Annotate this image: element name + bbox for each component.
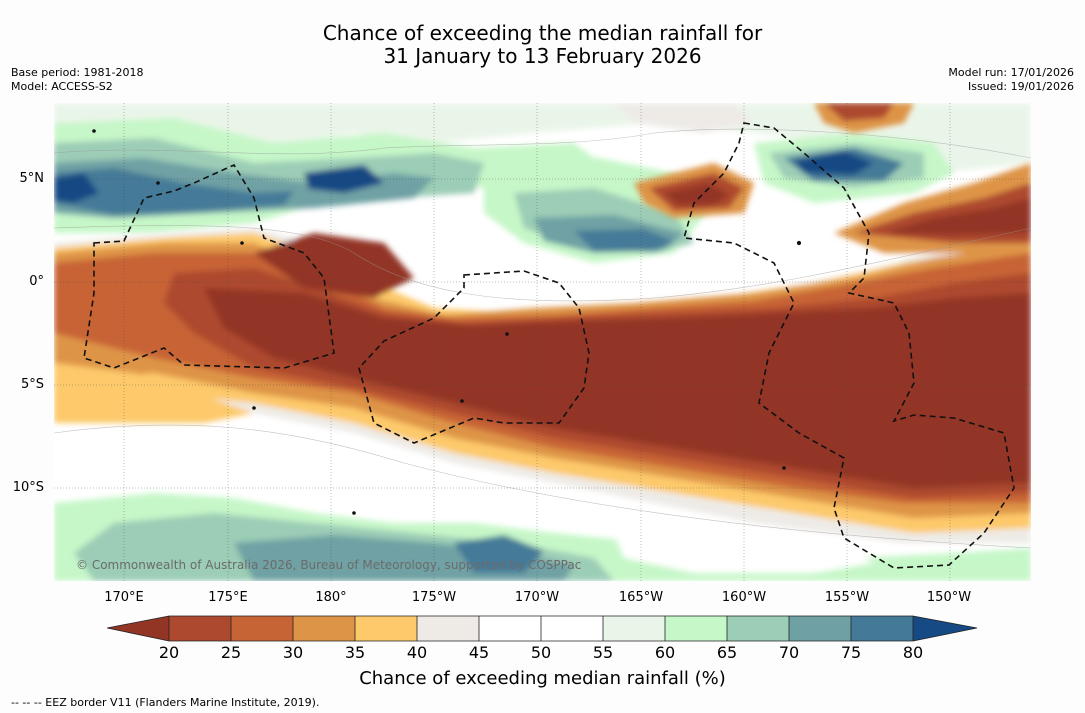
colorbar-min-arrow xyxy=(107,616,169,641)
lon-label-175w: 175°W xyxy=(411,590,457,605)
title-line-1: Chance of exceeding the median rainfall … xyxy=(322,21,763,45)
rainfall-map xyxy=(54,103,1031,581)
graticule xyxy=(54,103,1031,581)
lon-label-150w: 150°W xyxy=(926,590,972,605)
colorbar-tick: 70 xyxy=(778,643,800,662)
model-run: Model run: 17/01/2026 xyxy=(948,66,1074,79)
copyright-text: © Commonwealth of Australia 2026, Bureau… xyxy=(76,558,582,572)
lat-label-0: 0° xyxy=(29,274,44,289)
colorbar-segment-30-35 xyxy=(293,616,355,641)
model-name: Model: ACCESS-S2 xyxy=(11,80,113,93)
colorbar-tick: 65 xyxy=(716,643,738,662)
contour-lines xyxy=(54,128,1031,549)
colorbar-tick: 75 xyxy=(840,643,862,662)
lon-label-160w: 160°W xyxy=(721,590,767,605)
colorbar-segment-65-70 xyxy=(727,616,789,641)
lon-label-170w: 170°W xyxy=(514,590,560,605)
colorbar-segment-35-40 xyxy=(355,616,417,641)
colorbar-tick: 55 xyxy=(592,643,614,662)
lon-label-155w: 155°W xyxy=(824,590,870,605)
colorbar-title: Chance of exceeding median rainfall (%) xyxy=(359,668,726,689)
lon-label-165w: 165°W xyxy=(618,590,664,605)
lon-label-175e: 175°E xyxy=(208,590,248,605)
colorbar-tick: 45 xyxy=(468,643,490,662)
meta-right: Model run: 17/01/2026 Issued: 19/01/2026 xyxy=(948,66,1074,94)
lon-label-170e: 170°E xyxy=(104,590,144,605)
lat-label-5s: 5°S xyxy=(20,377,44,392)
base-period: Base period: 1981-2018 xyxy=(11,66,144,79)
colorbar-segment-25-30 xyxy=(231,616,293,641)
colorbar xyxy=(107,615,978,642)
colorbar-segment-20-25 xyxy=(169,616,231,641)
lat-label-10s: 10°S xyxy=(12,480,44,495)
issued-date: Issued: 19/01/2026 xyxy=(967,80,1074,93)
colorbar-tick: 25 xyxy=(220,643,242,662)
colorbar-tick: 20 xyxy=(158,643,180,662)
lat-label-5n: 5°N xyxy=(19,171,45,186)
map-title: Chance of exceeding the median rainfall … xyxy=(0,22,1085,68)
colorbar-tick: 40 xyxy=(406,643,428,662)
colorbar-tick: 80 xyxy=(902,643,924,662)
colorbar-segment-75-80 xyxy=(851,616,913,641)
dry-central-zone xyxy=(54,103,1031,543)
colorbar-max-arrow xyxy=(913,616,977,641)
colorbar-tick: 30 xyxy=(282,643,304,662)
wet-north-zone xyxy=(54,103,1031,293)
meta-left: Base period: 1981-2018 Model: ACCESS-S2 xyxy=(11,66,143,94)
eez-legend-note: -- -- -- EEZ border V11 (Flanders Marine… xyxy=(11,696,320,709)
colorbar-segment-50-55 xyxy=(541,616,603,641)
colorbar-segment-40-45 xyxy=(417,616,479,641)
colorbar-segment-70-75 xyxy=(789,616,851,641)
title-line-2: 31 January to 13 February 2026 xyxy=(383,44,702,68)
colorbar-tick: 35 xyxy=(344,643,366,662)
colorbar-tick: 50 xyxy=(530,643,552,662)
colorbar-segment-55-60 xyxy=(603,616,665,641)
islands xyxy=(92,129,802,515)
eez-borders xyxy=(83,122,1015,569)
colorbar-segment-45-50 xyxy=(479,616,541,641)
lon-label-180: 180° xyxy=(315,590,347,605)
colorbar-tick: 60 xyxy=(654,643,676,662)
colorbar-segment-60-65 xyxy=(665,616,727,641)
